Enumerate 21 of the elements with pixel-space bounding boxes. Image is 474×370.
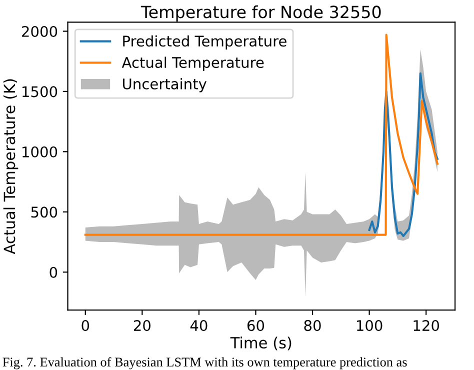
x-tick-label: 40: [190, 320, 208, 332]
y-tick-label: 1000: [22, 146, 58, 158]
x-tick-label: 20: [134, 320, 150, 332]
x-axis-title: Time (s): [230, 336, 292, 350]
x-tick-label: 80: [304, 320, 321, 332]
x-tick-label: 60: [247, 320, 264, 332]
legend-label: Predicted Temperature: [123, 35, 286, 50]
y-axis-title: Actual Temperature (K): [3, 79, 18, 254]
chart-title: Temperature for Node 32550: [140, 5, 381, 22]
y-tick-label: 0: [50, 266, 58, 278]
legend-label: Uncertainty: [123, 78, 207, 92]
y-tick-label: 2000: [22, 26, 58, 37]
line-series: [84, 34, 438, 236]
y-tick-label: 500: [31, 206, 58, 218]
x-tick-label: 100: [356, 320, 382, 332]
x-tick-label: 0: [82, 320, 90, 332]
caption: Fig. 7. Evaluation of Bayesian LSTM with its own temperature prediction as: [2, 357, 407, 370]
line-series: [368, 72, 438, 238]
y-tick-label: 1500: [22, 86, 58, 98]
x-tick-label: 120: [414, 320, 440, 332]
legend-label: Actual Temperature: [122, 56, 264, 71]
